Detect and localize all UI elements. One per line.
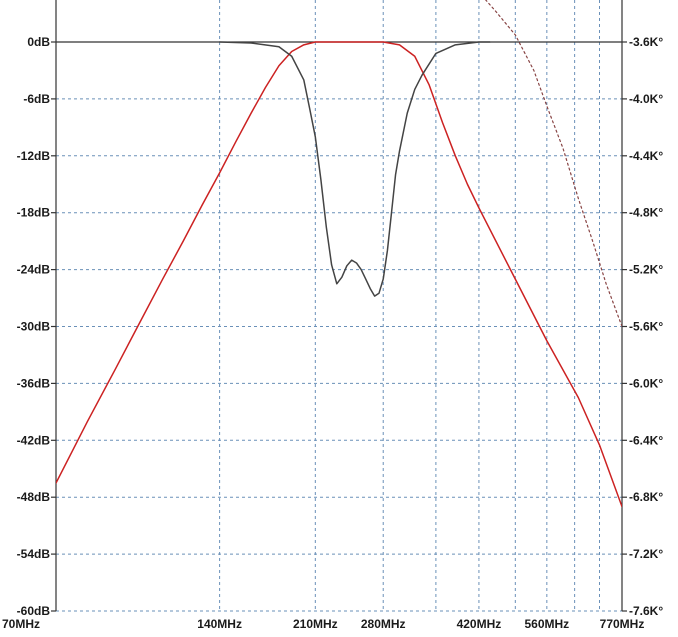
y-left-tick-label: -42dB xyxy=(17,433,51,447)
y-right-tick-label: -4.0K° xyxy=(629,92,663,106)
y-left-tick-label: -60dB xyxy=(17,604,51,618)
y-left-tick-label: -54dB xyxy=(17,547,51,561)
x-tick-label: 210MHz xyxy=(293,617,338,631)
y-right-tick-label: -7.2K° xyxy=(629,547,663,561)
y-left-tick-label: -6dB xyxy=(23,92,50,106)
y-right-tick-label: -7.6K° xyxy=(629,604,663,618)
y-right-tick-label: -5.2K° xyxy=(629,263,663,277)
x-tick-label: 770MHz xyxy=(600,617,645,631)
y-right-tick-label: -4.8K° xyxy=(629,206,663,220)
y-left-tick-label: -18dB xyxy=(17,206,51,220)
series-dotted-line xyxy=(484,0,622,328)
x-tick-label: 280MHz xyxy=(361,617,406,631)
y-left-tick-label: -30dB xyxy=(17,320,51,334)
y-left-tick-label: -12dB xyxy=(17,149,51,163)
x-tick-label: 560MHz xyxy=(524,617,569,631)
y-right-tick-label: -4.4K° xyxy=(629,149,663,163)
y-right-tick-label: -5.6K° xyxy=(629,320,663,334)
x-tick-label: 140MHz xyxy=(197,617,242,631)
y-right-tick-label: -6.4K° xyxy=(629,433,663,447)
y-right-tick-label: -6.8K° xyxy=(629,490,663,504)
y-right-tick-label: -3.6K° xyxy=(629,35,663,49)
series-layer xyxy=(56,0,622,508)
y-left-tick-label: -48dB xyxy=(17,490,51,504)
x-tick-label: 70MHz xyxy=(2,617,40,631)
y-right-tick-label: -6.0K° xyxy=(629,376,663,390)
y-left-tick-label: -36dB xyxy=(17,376,51,390)
series-dark-line xyxy=(218,41,491,297)
grid-layer xyxy=(55,0,623,612)
tick-labels: 0dB -6dB -12dB -18dB -24dB -30dB -36dB -42dB -48… xyxy=(2,35,663,631)
y-left-tick-label: 0dB xyxy=(27,35,50,49)
series-red-line xyxy=(56,41,622,508)
y-left-tick-label: -24dB xyxy=(17,263,51,277)
x-tick-label: 420MHz xyxy=(457,617,502,631)
plot-frame xyxy=(51,0,627,612)
